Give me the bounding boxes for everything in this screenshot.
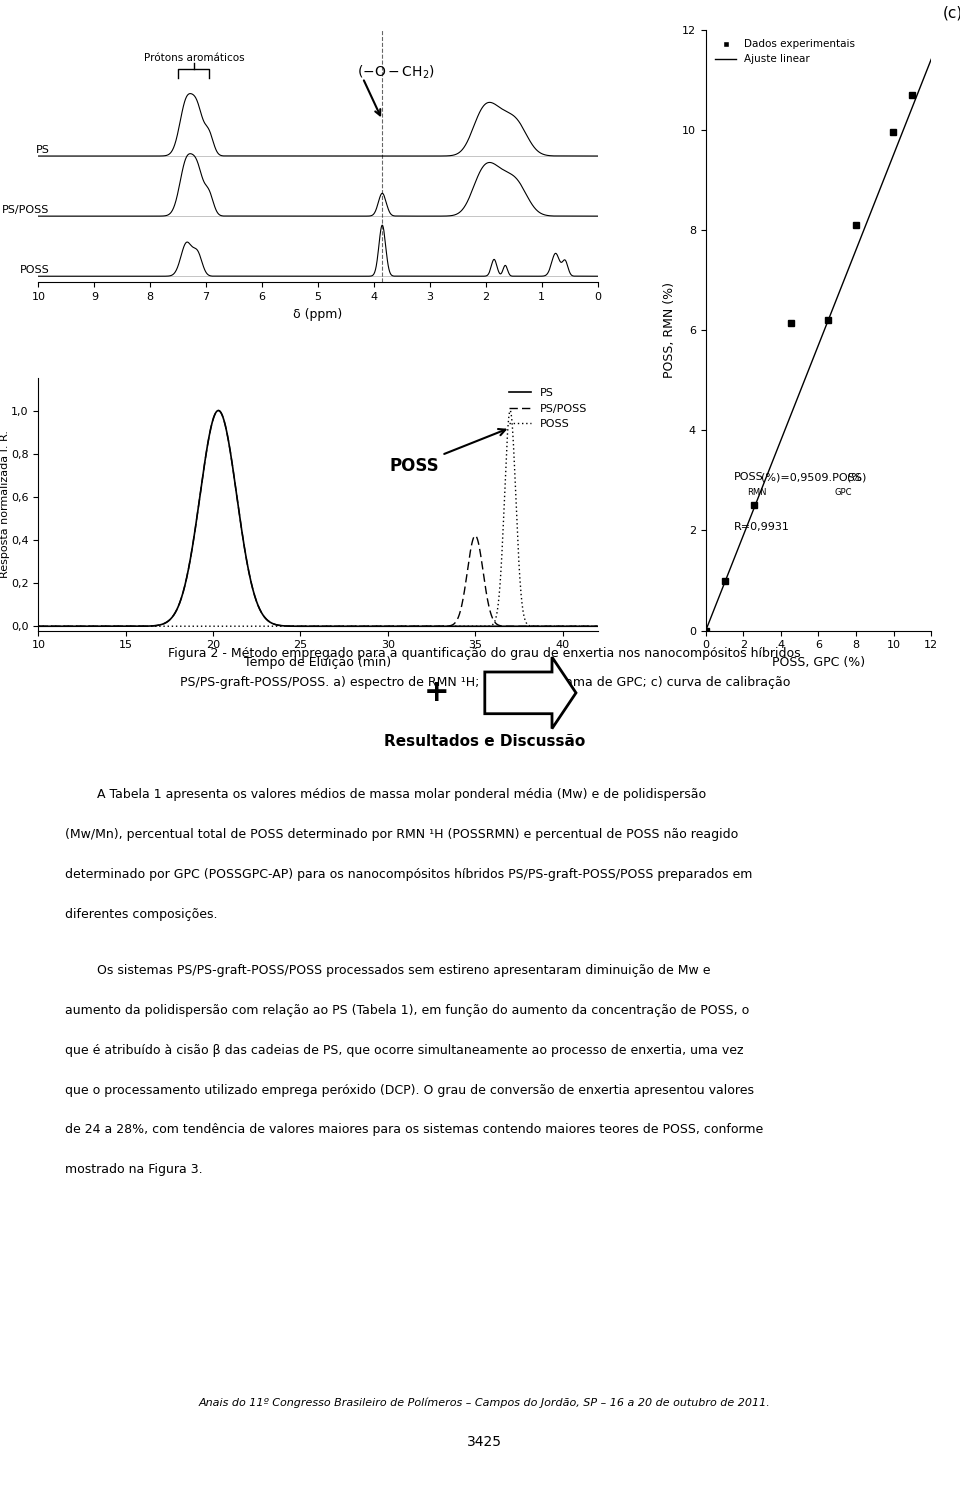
- Text: PS/POSS: PS/POSS: [2, 206, 50, 215]
- PS: [212, 402, 224, 420]
- Line: POSS: POSS: [38, 411, 597, 626]
- PS/POSS: [212, 402, 224, 420]
- Text: GPC: GPC: [834, 489, 852, 498]
- Y-axis label: Resposta normalizada I. R.: Resposta normalizada I. R.: [0, 431, 10, 578]
- PS: [272, 615, 283, 633]
- Legend: Dados experimentais, Ajuste linear: Dados experimentais, Ajuste linear: [711, 34, 859, 69]
- PS: [581, 617, 592, 635]
- POSS: [33, 617, 44, 635]
- Text: diferentes composições.: diferentes composições.: [65, 907, 218, 921]
- Text: $(-\rm{O}-\rm{CH_2})$: $(-\rm{O}-\rm{CH_2})$: [357, 64, 435, 80]
- X-axis label: Tempo de Eluição (min): Tempo de Eluição (min): [245, 656, 392, 669]
- Line: PS: PS: [38, 411, 597, 626]
- PS: [591, 617, 603, 635]
- X-axis label: δ (ppm): δ (ppm): [294, 307, 343, 320]
- Text: aumento da polidispersão com relação ao PS (Tabela 1), em função do aumento da c: aumento da polidispersão com relação ao …: [65, 1004, 750, 1016]
- Text: Anais do 11º Congresso Brasileiro de Polímeros – Campos do Jordão, SP – 16 a 20 : Anais do 11º Congresso Brasileiro de Pol…: [199, 1398, 771, 1408]
- POSS: [581, 617, 592, 635]
- Text: 3425: 3425: [468, 1435, 502, 1450]
- PS/POSS: [520, 617, 532, 635]
- PS: [96, 617, 108, 635]
- PS: [33, 617, 44, 635]
- POSS: [591, 617, 603, 635]
- Text: Prótons aromáticos: Prótons aromáticos: [144, 54, 244, 63]
- PS/POSS: [248, 581, 259, 599]
- Legend: PS, PS/POSS, POSS: PS, PS/POSS, POSS: [505, 384, 592, 434]
- Text: POSS: POSS: [20, 265, 50, 276]
- Text: de 24 a 28%, com tendência de valores maiores para os sistemas contendo maiores : de 24 a 28%, com tendência de valores ma…: [65, 1123, 763, 1137]
- Text: Figura 2 - Método empregado para a quantificação do grau de enxertia nos nanocom: Figura 2 - Método empregado para a quant…: [169, 647, 801, 660]
- Text: PS: PS: [36, 145, 50, 155]
- POSS: [130, 617, 141, 635]
- PS/POSS: [33, 617, 44, 635]
- Text: +: +: [424, 678, 449, 708]
- POSS: [247, 617, 258, 635]
- PS: [248, 581, 259, 599]
- POSS: [272, 617, 283, 635]
- Text: (Mw/Mn), percentual total de POSS determinado por RMN ¹H (POSSRMN) e percentual : (Mw/Mn), percentual total de POSS determ…: [65, 828, 738, 840]
- POSS: [96, 617, 108, 635]
- Text: Resultados e Discussão: Resultados e Discussão: [384, 735, 586, 749]
- Text: R=0,9931: R=0,9931: [734, 523, 790, 532]
- Text: mostrado na Figura 3.: mostrado na Figura 3.: [65, 1164, 203, 1176]
- Y-axis label: POSS, RMN (%): POSS, RMN (%): [663, 282, 677, 378]
- PS/POSS: [272, 615, 283, 633]
- Text: POSS: POSS: [389, 429, 505, 475]
- POSS: [504, 402, 516, 420]
- PS/POSS: [130, 617, 141, 635]
- Text: (c): (c): [943, 6, 960, 21]
- Text: determinado por GPC (POSSGPC-AP) para os nanocompósitos híbridos PS/PS-graft-POS: determinado por GPC (POSSGPC-AP) para os…: [65, 867, 753, 881]
- Text: que é atribuído à cisão β das cadeias de PS, que ocorre simultaneamente ao proce: que é atribuído à cisão β das cadeias de…: [65, 1043, 744, 1056]
- POSS: [520, 614, 532, 632]
- Text: que o processamento utilizado emprega peróxido (DCP). O grau de conversão de enx: que o processamento utilizado emprega pe…: [65, 1083, 755, 1097]
- X-axis label: POSS, GPC (%): POSS, GPC (%): [772, 656, 865, 669]
- Text: A Tabela 1 apresenta os valores médios de massa molar ponderal média (Mw) e de p: A Tabela 1 apresenta os valores médios d…: [65, 788, 707, 802]
- Text: POSS: POSS: [734, 472, 763, 483]
- Line: PS/POSS: PS/POSS: [38, 411, 597, 626]
- PS/POSS: [591, 617, 603, 635]
- PS/POSS: [96, 617, 108, 635]
- Text: (%)=0,9509.POSS: (%)=0,9509.POSS: [761, 472, 862, 483]
- Text: PS/PS-graft-POSS/POSS. a) espectro de RMN ¹H; b) cromatograma de GPC; c) curva d: PS/PS-graft-POSS/POSS. a) espectro de RM…: [180, 676, 790, 690]
- PS: [520, 617, 532, 635]
- PS: [130, 617, 141, 635]
- Text: Os sistemas PS/PS-graft-POSS/POSS processados sem estireno apresentaram diminuiç: Os sistemas PS/PS-graft-POSS/POSS proces…: [65, 964, 710, 977]
- PS/POSS: [581, 617, 592, 635]
- Text: (%): (%): [847, 472, 866, 483]
- Text: RMN: RMN: [748, 489, 767, 498]
